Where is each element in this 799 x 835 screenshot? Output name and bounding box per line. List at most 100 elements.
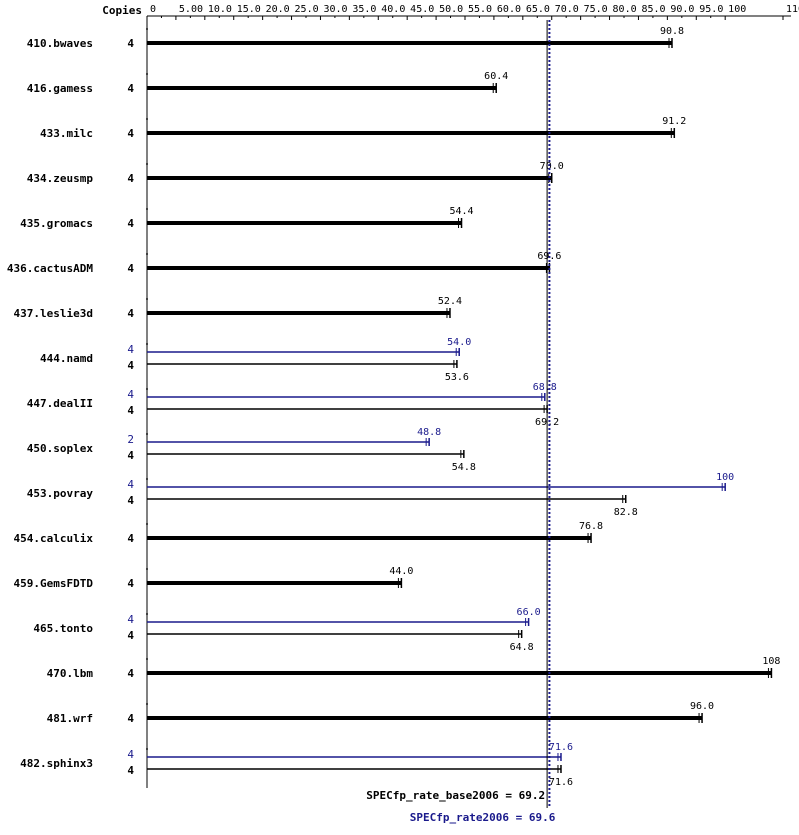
- x-tick-label: 20.0: [266, 4, 290, 15]
- benchmark-row: 416.gamess 4 60.4: [27, 71, 509, 95]
- x-tick-label: 80.0: [613, 4, 637, 15]
- peak-value-label: 54.0: [447, 337, 471, 348]
- base-value-label: 90.8: [660, 26, 684, 37]
- axis-layer: Copies 0 5.00 10.0 15.0 20.0 25.0 30.0 35.0 40.0 4…: [102, 4, 799, 788]
- peak-value-label: 66.0: [517, 607, 541, 618]
- base-summary-label: SPECfp_rate_base2006 = 69.2: [366, 789, 545, 802]
- x-tick-label: 10.0: [208, 4, 232, 15]
- base-copies: 4: [127, 532, 134, 545]
- benchmark-row: 435.gromacs 4 54.4: [20, 206, 473, 230]
- peak-value-label: 48.8: [417, 427, 441, 438]
- benchmark-name: 436.cactusADM: [7, 262, 93, 275]
- benchmark-row: 453.povray 4 100 4 82.8: [27, 472, 734, 518]
- peak-copies: 4: [127, 748, 134, 761]
- benchmark-row: 459.GemsFDTD 4 44.0: [14, 566, 414, 590]
- base-copies: 4: [127, 82, 134, 95]
- benchmark-name: 444.namd: [40, 352, 93, 365]
- x-tick-label: 0: [150, 4, 156, 15]
- x-tick-label: 30.0: [323, 4, 347, 15]
- benchmark-name: 434.zeusmp: [27, 172, 94, 185]
- peak-copies: 4: [127, 613, 134, 626]
- base-value-label: 64.8: [510, 642, 534, 653]
- base-copies: 4: [127, 494, 134, 507]
- x-tick-label: 55.0: [468, 4, 492, 15]
- x-tick-label: 75.0: [584, 4, 608, 15]
- peak-value-label: 71.6: [549, 742, 573, 753]
- benchmark-name: 433.milc: [40, 127, 93, 140]
- base-value-label: 70.0: [540, 161, 564, 172]
- x-tick-label: 90.0: [670, 4, 694, 15]
- base-copies: 4: [127, 577, 134, 590]
- base-copies: 4: [127, 764, 134, 777]
- x-tick-label: 60.0: [497, 4, 521, 15]
- peak-summary-label: SPECfp_rate2006 = 69.6: [410, 811, 556, 824]
- benchmark-name: 447.dealII: [27, 397, 93, 410]
- peak-copies: 4: [127, 343, 134, 356]
- base-value-label: 108: [762, 656, 780, 667]
- benchmark-row: 482.sphinx3 4 71.6 4 71.6: [20, 742, 573, 788]
- x-tick-label: 110: [786, 4, 799, 15]
- reference-layer: SPECfp_rate_base2006 = 69.2 SPECfp_rate20…: [366, 20, 556, 824]
- base-copies: 4: [127, 37, 134, 50]
- base-copies: 4: [127, 667, 134, 680]
- benchmark-name: 459.GemsFDTD: [14, 577, 94, 590]
- peak-copies: 4: [127, 478, 134, 491]
- base-value-label: 96.0: [690, 701, 714, 712]
- benchmark-name: 470.lbm: [47, 667, 94, 680]
- rows-layer: 410.bwaves 4 90.8 416.gamess 4 60.4 433.milc 4 9…: [7, 26, 781, 788]
- base-value-label: 54.4: [449, 206, 473, 217]
- benchmark-name: 410.bwaves: [27, 37, 93, 50]
- benchmark-row: 454.calculix 4 76.8: [14, 521, 604, 545]
- benchmark-row: 437.leslie3d 4 52.4: [14, 296, 462, 320]
- benchmark-name: 416.gamess: [27, 82, 93, 95]
- benchmark-name: 453.povray: [27, 487, 94, 500]
- base-copies: 4: [127, 172, 134, 185]
- x-tick-label: 35.0: [352, 4, 376, 15]
- benchmark-name: 482.sphinx3: [20, 757, 93, 770]
- x-tick-label: 95.0: [699, 4, 723, 15]
- base-copies: 4: [127, 217, 134, 230]
- x-tick-label: 70.0: [555, 4, 579, 15]
- base-copies: 4: [127, 629, 134, 642]
- x-tick-label: 5.00: [179, 4, 203, 15]
- benchmark-name: 435.gromacs: [20, 217, 93, 230]
- x-tick-label: 25.0: [295, 4, 319, 15]
- peak-value-label: 68.8: [533, 382, 557, 393]
- benchmark-row: 434.zeusmp 4 70.0: [27, 161, 564, 185]
- benchmark-row: 470.lbm 4 108: [47, 656, 781, 680]
- base-value-label: 82.8: [614, 507, 638, 518]
- benchmark-row: 465.tonto 4 66.0 4 64.8: [33, 607, 540, 653]
- base-value-label: 44.0: [389, 566, 413, 577]
- copies-header: Copies: [102, 4, 142, 17]
- base-copies: 4: [127, 359, 134, 372]
- x-tick-label: 15.0: [237, 4, 261, 15]
- x-tick-label: 65.0: [526, 4, 550, 15]
- benchmark-name: 465.tonto: [33, 622, 93, 635]
- base-copies: 4: [127, 307, 134, 320]
- base-copies: 4: [127, 404, 134, 417]
- benchmark-row: 433.milc 4 91.2: [40, 116, 686, 140]
- base-copies: 4: [127, 712, 134, 725]
- benchmark-row: 410.bwaves 4 90.8: [27, 26, 684, 50]
- benchmark-row: 450.soplex 2 48.8 4 54.8: [27, 427, 476, 473]
- base-copies: 4: [127, 262, 134, 275]
- base-value-label: 52.4: [438, 296, 462, 307]
- peak-copies: 4: [127, 388, 134, 401]
- x-tick-label: 100: [728, 4, 746, 15]
- base-value-label: 60.4: [484, 71, 508, 82]
- peak-copies: 2: [127, 433, 134, 446]
- x-tick-label: 40.0: [381, 4, 405, 15]
- benchmark-name: 481.wrf: [47, 712, 93, 725]
- base-value-label: 53.6: [445, 372, 469, 383]
- base-copies: 4: [127, 127, 134, 140]
- benchmark-name: 450.soplex: [27, 442, 94, 455]
- benchmark-row: 436.cactusADM469.6: [7, 251, 562, 275]
- benchmark-name: 454.calculix: [14, 532, 94, 545]
- base-copies: 4: [127, 449, 134, 462]
- base-value-label: 91.2: [662, 116, 686, 127]
- peak-value-label: 100: [716, 472, 734, 483]
- x-tick-label: 45.0: [410, 4, 434, 15]
